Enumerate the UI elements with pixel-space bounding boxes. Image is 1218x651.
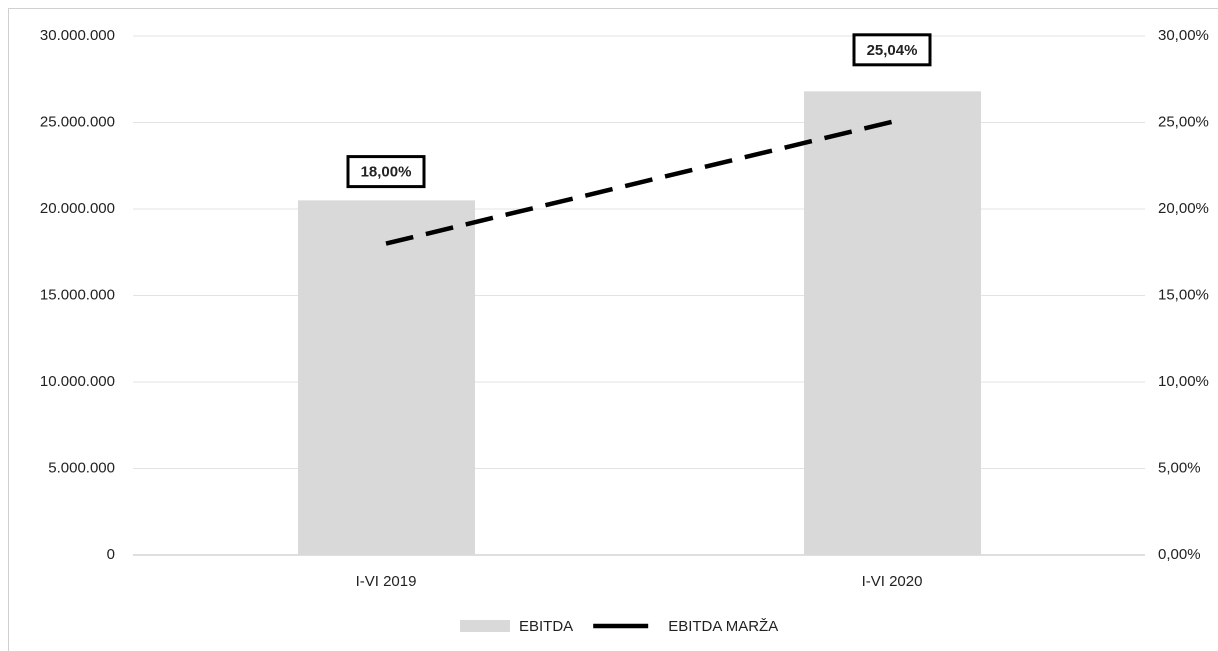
data-label-box bbox=[346, 155, 426, 189]
y2-tick-label: 0,00% bbox=[1158, 546, 1201, 563]
y2-tick-label: 15,00% bbox=[1158, 286, 1209, 303]
y-tick-label: 15.000.000 bbox=[40, 286, 115, 303]
y2-tick-label: 30,00% bbox=[1158, 27, 1209, 44]
y2-tick-label: 20,00% bbox=[1158, 200, 1209, 217]
data-label: 25,04% bbox=[867, 42, 918, 59]
legend-label: EBITDA MARŽA bbox=[668, 618, 778, 635]
y-tick-label: 30.000.000 bbox=[40, 27, 115, 44]
data-label-box bbox=[852, 33, 932, 67]
y-tick-label: 25.000.000 bbox=[40, 113, 115, 130]
x-tick-label: I-VI 2020 bbox=[862, 573, 923, 590]
bar bbox=[804, 91, 981, 556]
y-tick-label: 5.000.000 bbox=[48, 459, 115, 476]
legend-label: EBITDA bbox=[519, 618, 573, 635]
chart-frame bbox=[8, 8, 1218, 651]
y2-tick-label: 5,00% bbox=[1158, 459, 1201, 476]
y-tick-label: 0 bbox=[107, 546, 115, 563]
y2-tick-label: 10,00% bbox=[1158, 373, 1209, 390]
line bbox=[385, 119, 893, 246]
x-tick-label: I-VI 2019 bbox=[356, 573, 417, 590]
y-tick-label: 10.000.000 bbox=[40, 373, 115, 390]
bar bbox=[298, 200, 475, 555]
data-label: 18,00% bbox=[361, 164, 412, 181]
legend-swatch bbox=[460, 620, 510, 632]
y2-tick-label: 25,00% bbox=[1158, 113, 1209, 130]
y-tick-label: 20.000.000 bbox=[40, 200, 115, 217]
